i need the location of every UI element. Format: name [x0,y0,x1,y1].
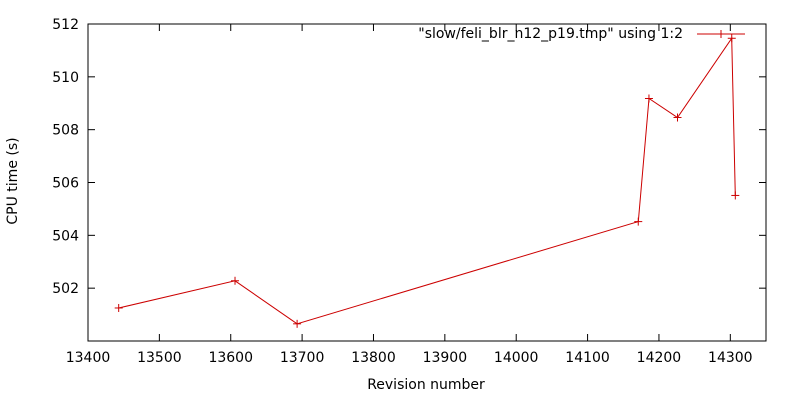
legend-label: "slow/feli_blr_n12_p19.tmp" using 1:2 [418,26,683,42]
x-tick-label: 13800 [351,350,396,366]
data-point-marker [293,319,302,328]
y-tick-label: 504 [52,228,79,244]
y-axis: 502 504 506 508 510 512 [52,17,766,297]
plot-border [87,23,767,342]
series-layer [114,34,740,328]
y-axis-label: CPU time (s) [5,137,21,224]
legend: "slow/feli_blr_n12_p19.tmp" using 1:2 [418,26,745,42]
data-point-marker [644,94,653,103]
x-tick-label: 14200 [637,350,682,366]
x-tick-label: 13900 [423,350,468,366]
x-tick-label: 13400 [66,350,111,366]
x-tick-label: 13500 [137,350,182,366]
data-point-marker [231,276,240,285]
y-tick-label: 502 [52,281,79,297]
y-tick-label: 512 [52,17,79,33]
x-tick-label: 14300 [708,350,753,366]
data-point-marker [114,303,123,312]
data-point-marker [731,191,740,200]
y-tick-label: 506 [52,176,79,192]
x-tick-label: 14100 [565,350,610,366]
legend-marker [717,30,725,38]
x-tick-label: 14000 [494,350,539,366]
x-tick-label: 13700 [280,350,325,366]
data-point-marker [673,113,682,122]
data-point-marker [727,34,736,43]
y-tick-label: 508 [52,123,79,139]
y-tick-label: 510 [52,70,79,86]
data-point-marker [634,217,643,226]
plot-frame [87,23,767,342]
x-axis-label: Revision number [367,377,485,393]
series-line [118,36,736,325]
x-tick-label: 13600 [208,350,253,366]
x-axis: 13400 13500 13600 13700 13800 13900 14000 14100… [66,24,753,366]
